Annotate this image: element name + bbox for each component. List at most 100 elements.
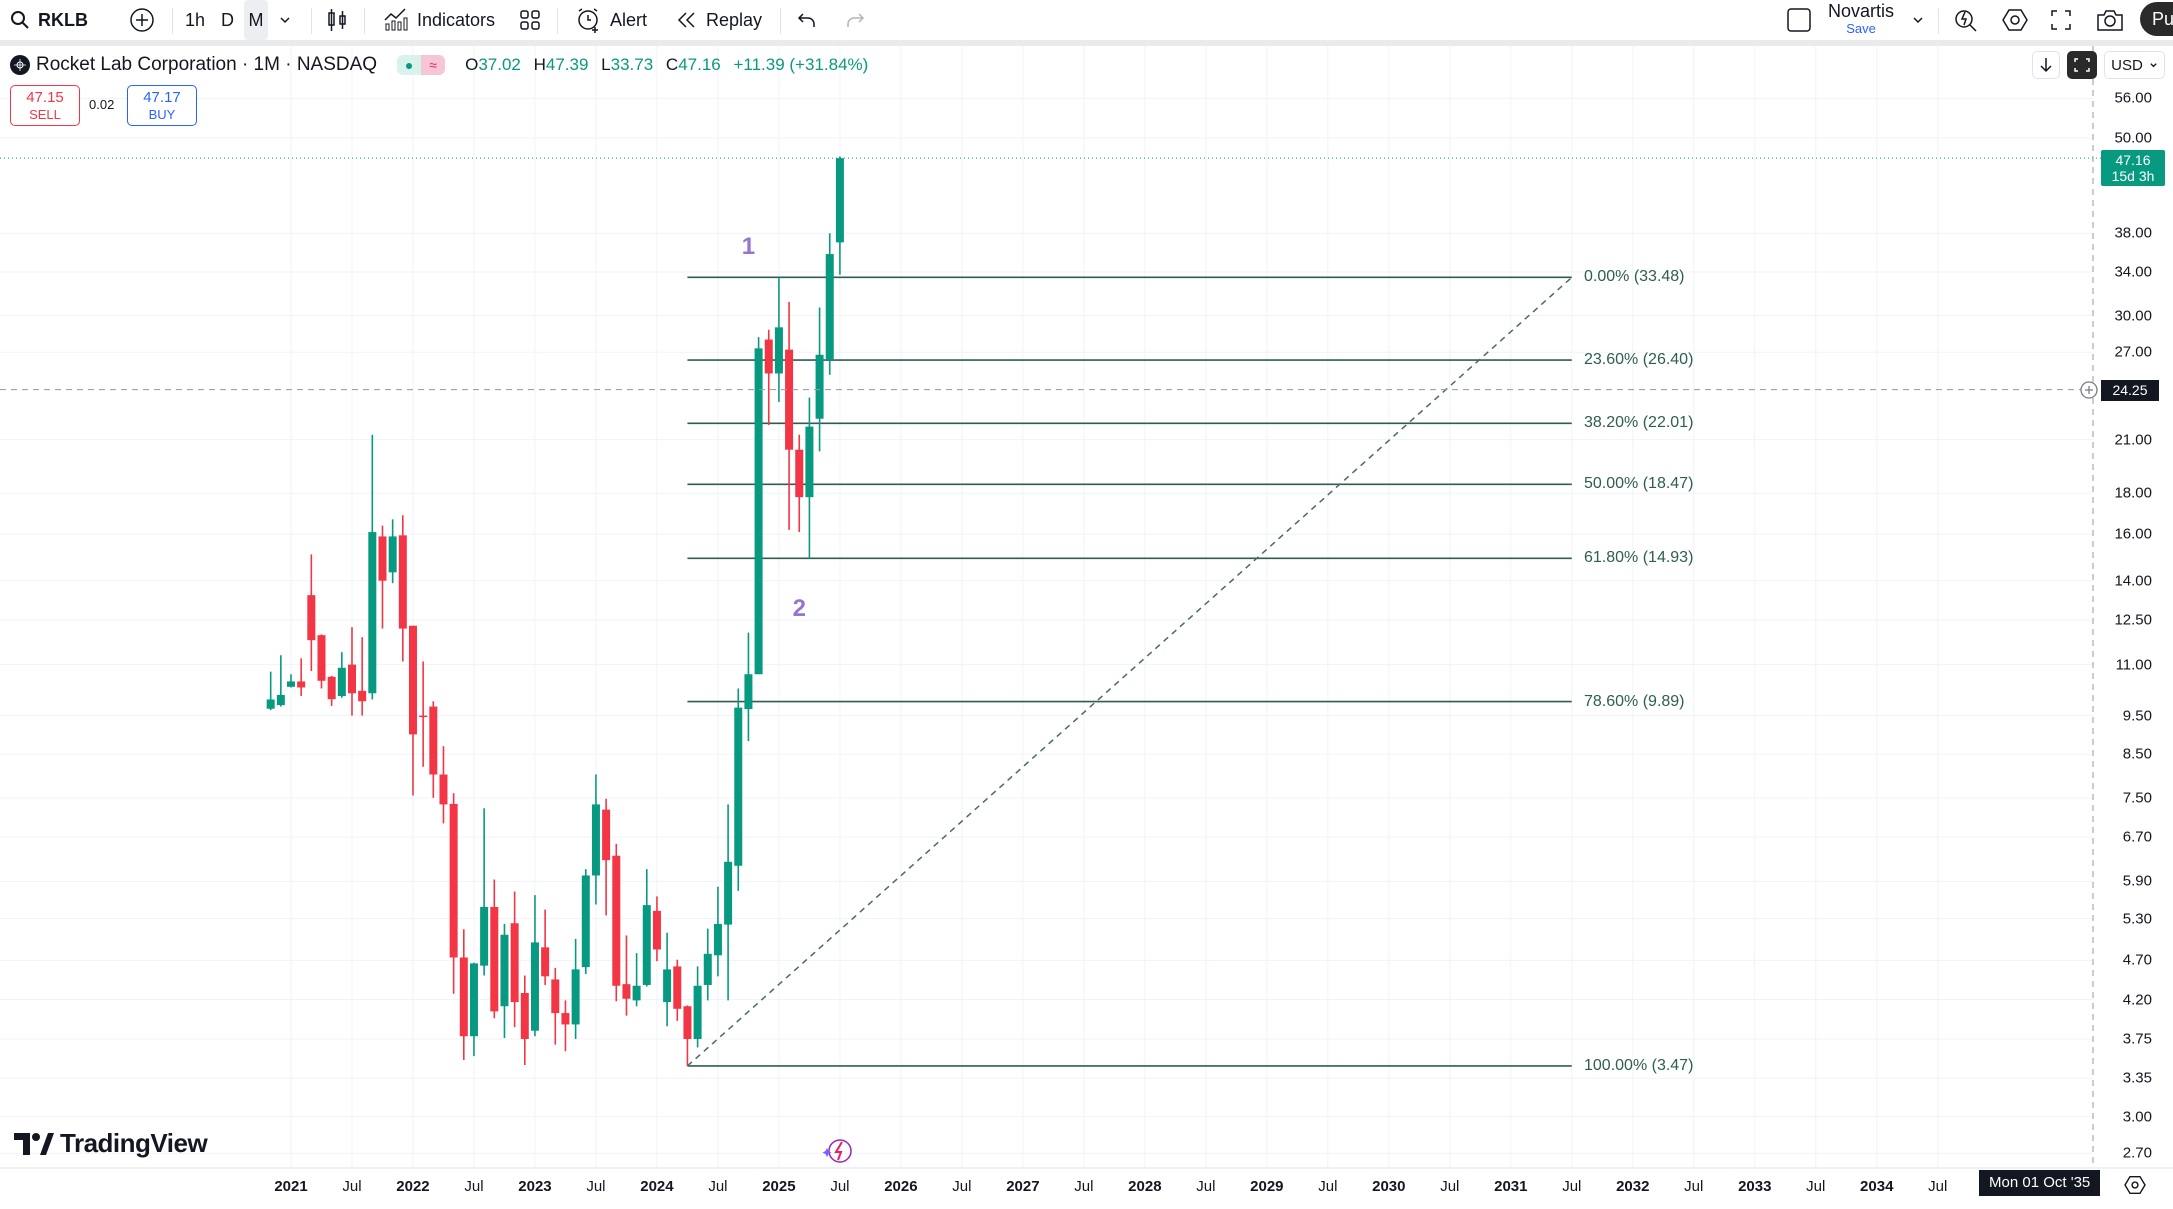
time-tick-label: Jul xyxy=(1684,1178,1704,1195)
indicators-button[interactable]: Indicators xyxy=(383,0,495,40)
candles-chart-type-icon[interactable] xyxy=(326,0,348,40)
alert-button[interactable]: Alert xyxy=(576,0,647,40)
interval-1h[interactable]: 1h xyxy=(185,9,206,30)
buy-button[interactable]: 47.17 BUY xyxy=(127,85,197,126)
candle xyxy=(774,277,783,402)
checkbox-square-icon[interactable] xyxy=(1786,0,1812,40)
publish-label: Pu xyxy=(2152,8,2173,29)
candle xyxy=(307,554,316,671)
time-tick-label: 2033 xyxy=(1738,1178,1772,1195)
candle-body xyxy=(449,803,458,958)
candle xyxy=(287,674,295,688)
candle-body xyxy=(683,1006,692,1039)
fib-level-label: 38.20% (22.01) xyxy=(1584,414,1694,432)
time-tick-label: 2028 xyxy=(1128,1178,1162,1195)
sell-button[interactable]: 47.15 SELL xyxy=(10,85,80,126)
candle xyxy=(825,233,834,375)
symbol-label: RKLB xyxy=(38,9,88,30)
price-tick-label: 14.00 xyxy=(2114,572,2152,590)
chevron-down-icon[interactable] xyxy=(1912,0,1924,40)
time-tick-label: 2024 xyxy=(640,1178,674,1195)
candle-body xyxy=(439,774,448,805)
candle-body xyxy=(612,855,621,986)
axis-settings-icon[interactable] xyxy=(2124,1175,2146,1195)
candle-body xyxy=(358,690,367,702)
price-tick-label: 12.50 xyxy=(2114,611,2152,629)
symbol-search[interactable]: RKLB xyxy=(10,0,88,40)
time-tick-label: 2023 xyxy=(518,1178,552,1195)
interval-d[interactable]: D xyxy=(221,9,234,30)
toolbar-separator xyxy=(0,40,2173,46)
sell-label: SELL xyxy=(29,107,61,122)
redo-icon[interactable] xyxy=(845,0,865,40)
save-label[interactable]: Save xyxy=(1846,21,1876,36)
add-symbol-icon[interactable] xyxy=(129,0,155,40)
candle-body xyxy=(805,426,814,498)
candle xyxy=(337,652,346,698)
chevron-down-icon xyxy=(2149,61,2158,70)
candle-body xyxy=(307,595,316,641)
candle-body xyxy=(429,706,438,775)
arrow-down-icon xyxy=(2039,57,2053,73)
currency-label: USD xyxy=(2111,56,2143,74)
candle xyxy=(591,774,600,905)
candle-body xyxy=(378,536,387,581)
time-tick-label: Jul xyxy=(1318,1178,1338,1195)
sparkle-lightning-icon[interactable] xyxy=(822,1136,854,1166)
wave-label[interactable]: 1 xyxy=(741,233,756,261)
candle-body xyxy=(388,536,397,573)
candle-body xyxy=(398,535,407,629)
currency-select[interactable]: USD xyxy=(2104,51,2165,79)
time-tick-label: Jul xyxy=(464,1178,484,1195)
market-status-pill[interactable]: ● ≈ xyxy=(397,55,446,75)
symbol-title[interactable]: Rocket Lab Corporation · 1M · NASDAQ xyxy=(36,54,378,75)
candle-body xyxy=(693,985,702,1039)
buy-label: BUY xyxy=(148,107,176,122)
price-tick-label: 6.70 xyxy=(2122,828,2152,846)
settings-hexagon-icon[interactable] xyxy=(2002,0,2028,40)
layouts-grid-icon[interactable] xyxy=(519,0,541,40)
chevron-down-icon[interactable] xyxy=(279,0,291,40)
candle-body xyxy=(408,625,417,735)
candle-body xyxy=(327,676,336,700)
candle-body xyxy=(785,349,794,450)
candle-body xyxy=(663,969,672,1003)
candle-body xyxy=(287,681,295,687)
replay-button[interactable]: Replay xyxy=(676,0,762,40)
high-value: 47.39 xyxy=(545,55,589,74)
candle xyxy=(612,843,621,1002)
candle xyxy=(541,909,550,985)
candle xyxy=(734,688,743,891)
quick-search-lightning-icon[interactable] xyxy=(1953,0,1979,40)
publish-button[interactable]: Pu xyxy=(2140,2,2173,36)
candle xyxy=(388,519,397,584)
price-tick-label: 4.20 xyxy=(2122,991,2152,1009)
time-tick-label: 2034 xyxy=(1860,1178,1894,1195)
undo-icon[interactable] xyxy=(797,0,817,40)
fib-level-label: 50.00% (18.47) xyxy=(1584,475,1694,493)
scroll-to-latest-button[interactable] xyxy=(2032,51,2060,79)
candle-body xyxy=(368,532,377,694)
wave-label[interactable]: 2 xyxy=(792,595,806,623)
open-value: 37.02 xyxy=(478,55,521,74)
auto-scale-button[interactable] xyxy=(2067,51,2097,79)
tradingview-logo[interactable]: TradingView xyxy=(14,1128,208,1159)
candle-body xyxy=(459,957,468,1037)
interval-m[interactable]: M xyxy=(244,0,268,40)
price-tick-label: 8.50 xyxy=(2122,745,2152,763)
candle-body xyxy=(317,635,326,681)
candle-body xyxy=(652,910,661,950)
candle xyxy=(713,886,722,977)
camera-icon[interactable] xyxy=(2096,0,2124,40)
candle-body xyxy=(266,699,275,709)
layout-name-button[interactable]: Novartis Save xyxy=(1828,0,1894,40)
time-tick-label: 2025 xyxy=(762,1178,796,1195)
time-tick-label: Jul xyxy=(1196,1178,1216,1195)
candle xyxy=(693,966,702,1048)
time-tick-label: 2022 xyxy=(396,1178,430,1195)
candle-body xyxy=(754,348,763,675)
add-alert-plus-icon[interactable] xyxy=(2079,380,2099,400)
fullscreen-icon[interactable] xyxy=(2050,0,2072,40)
buy-price: 47.17 xyxy=(143,89,181,106)
